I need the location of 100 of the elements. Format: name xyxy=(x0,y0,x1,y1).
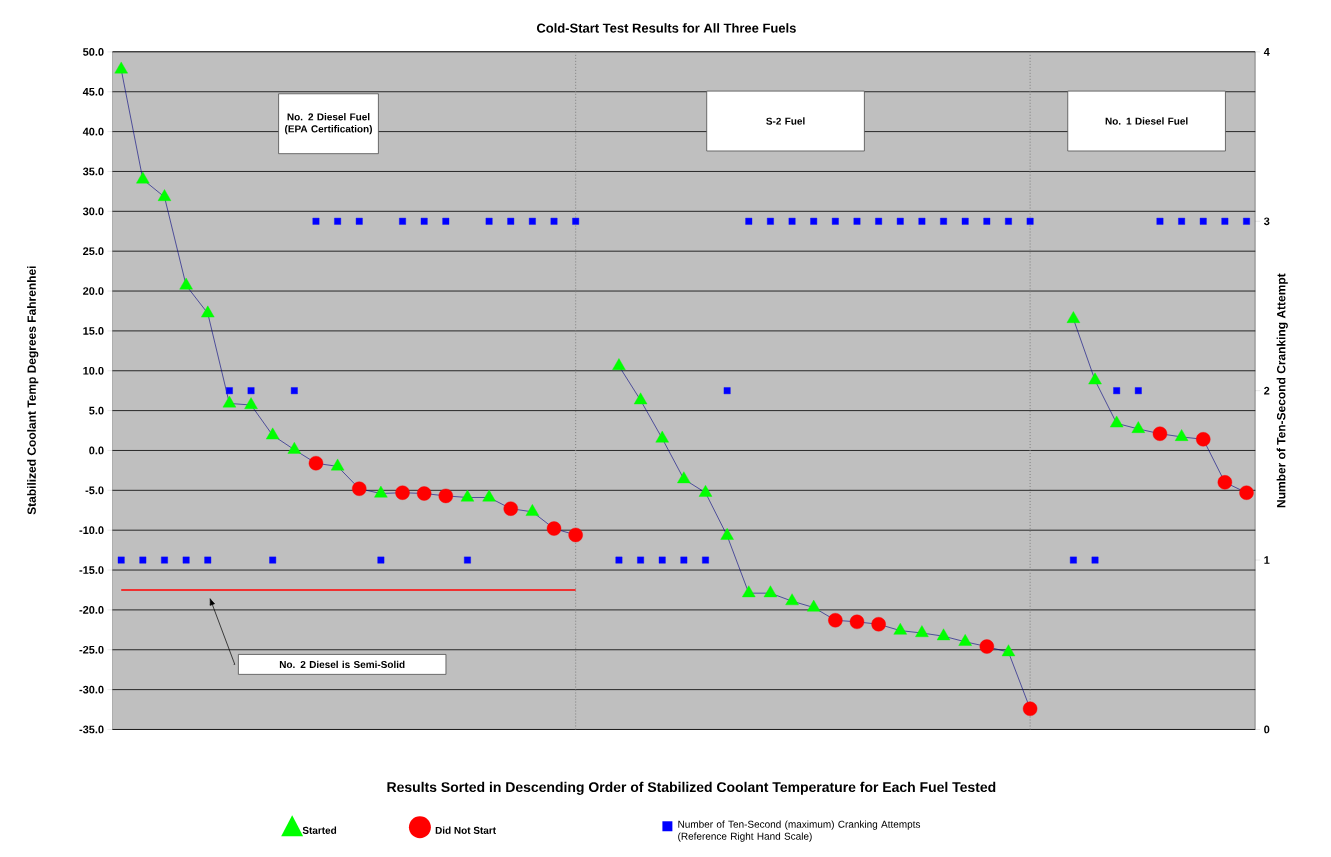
point xyxy=(1134,387,1142,394)
legend-label: Did Not Start xyxy=(435,826,496,834)
point xyxy=(204,556,212,564)
point xyxy=(334,217,341,225)
point xyxy=(1088,372,1102,385)
point xyxy=(1022,701,1038,716)
point xyxy=(1196,432,1211,447)
point xyxy=(633,392,648,405)
point xyxy=(269,556,277,564)
point xyxy=(637,556,644,564)
x-axis-title: Results Sorted in Descending Order of Stabilized Coolant Temperature for Each Fuel Tested xyxy=(387,781,996,795)
point xyxy=(244,397,258,409)
point xyxy=(1217,475,1233,490)
annotation: No. 2 Diesel is Semi-Solid xyxy=(279,660,405,668)
point xyxy=(918,217,926,225)
point xyxy=(1199,217,1207,225)
point xyxy=(525,504,540,516)
annotation: No. 1 Diesel Fuel xyxy=(1105,117,1188,125)
point xyxy=(420,217,428,225)
point xyxy=(114,61,128,74)
point xyxy=(788,217,796,225)
point xyxy=(936,628,951,641)
point xyxy=(1174,429,1189,441)
point xyxy=(961,217,969,225)
point xyxy=(785,593,799,605)
point xyxy=(464,556,471,564)
chart-title: Cold-Start Test Results for All Three Fuels xyxy=(536,23,796,33)
point xyxy=(958,634,972,646)
point xyxy=(767,217,774,225)
point xyxy=(807,599,821,612)
y-tick-label: 50.0 xyxy=(83,47,104,56)
y2-axis-title: Number of Ten-Second Cranking Attempt xyxy=(1276,273,1288,508)
point xyxy=(442,217,450,225)
point xyxy=(222,395,237,408)
point xyxy=(528,217,536,225)
point xyxy=(503,501,518,516)
point xyxy=(438,488,453,503)
point xyxy=(1026,217,1034,225)
y-tick-label: 40.0 xyxy=(82,127,104,136)
point xyxy=(1110,415,1124,428)
y-tick-label: 45.0 xyxy=(82,87,104,96)
point xyxy=(828,612,843,628)
y-tick-label: 25.0 xyxy=(83,247,104,255)
point xyxy=(1156,217,1164,225)
point xyxy=(893,622,907,635)
y2-tick-label: 2 xyxy=(1264,386,1270,395)
y2-tick-label: 3 xyxy=(1263,217,1270,226)
point xyxy=(1005,217,1012,225)
point xyxy=(612,358,626,370)
point xyxy=(139,556,147,564)
point xyxy=(226,387,233,394)
point xyxy=(1243,217,1250,225)
point xyxy=(312,217,320,225)
point xyxy=(308,455,324,471)
point xyxy=(849,614,865,629)
point xyxy=(1239,485,1254,500)
y-tick-label: -5.0 xyxy=(85,486,104,495)
y-tick-label: -15.0 xyxy=(79,566,104,574)
y-axis-title: Stabilized Coolant Temp Degrees Fahrenhei xyxy=(27,266,39,515)
point xyxy=(572,217,580,225)
point xyxy=(355,217,363,225)
point xyxy=(763,585,778,597)
point xyxy=(940,217,947,225)
y-tick-label: -10.0 xyxy=(79,526,104,534)
point xyxy=(979,639,995,654)
point xyxy=(568,527,583,543)
point xyxy=(482,489,496,502)
point xyxy=(201,305,215,318)
point xyxy=(507,217,515,225)
point xyxy=(266,427,280,440)
point xyxy=(983,217,991,225)
point xyxy=(875,217,883,225)
y-tick-label: 35.0 xyxy=(82,167,104,176)
point xyxy=(853,217,861,225)
point xyxy=(1113,387,1121,394)
point xyxy=(723,387,731,394)
point xyxy=(117,556,125,564)
point xyxy=(1001,644,1016,656)
point xyxy=(655,430,669,443)
point xyxy=(831,217,839,225)
point xyxy=(871,616,886,632)
annotation: No. 2 Diesel Fuel (EPA Certification) xyxy=(285,113,372,135)
point xyxy=(1070,556,1077,564)
y-tick-label: 0.0 xyxy=(89,446,104,455)
point xyxy=(915,625,929,637)
point xyxy=(1091,556,1099,564)
point xyxy=(182,556,190,564)
point xyxy=(179,277,193,290)
point xyxy=(702,556,709,564)
y2-tick-label: 1 xyxy=(1264,556,1270,564)
y-tick-label: -25.0 xyxy=(79,645,104,654)
legend-label: Started xyxy=(302,826,337,834)
y-tick-label: 10.0 xyxy=(83,366,104,375)
annotation: S-2 Fuel xyxy=(766,117,805,125)
point xyxy=(460,489,475,502)
point xyxy=(810,217,818,225)
point xyxy=(745,217,753,225)
point xyxy=(416,486,432,501)
point xyxy=(161,556,168,564)
point xyxy=(247,387,255,394)
